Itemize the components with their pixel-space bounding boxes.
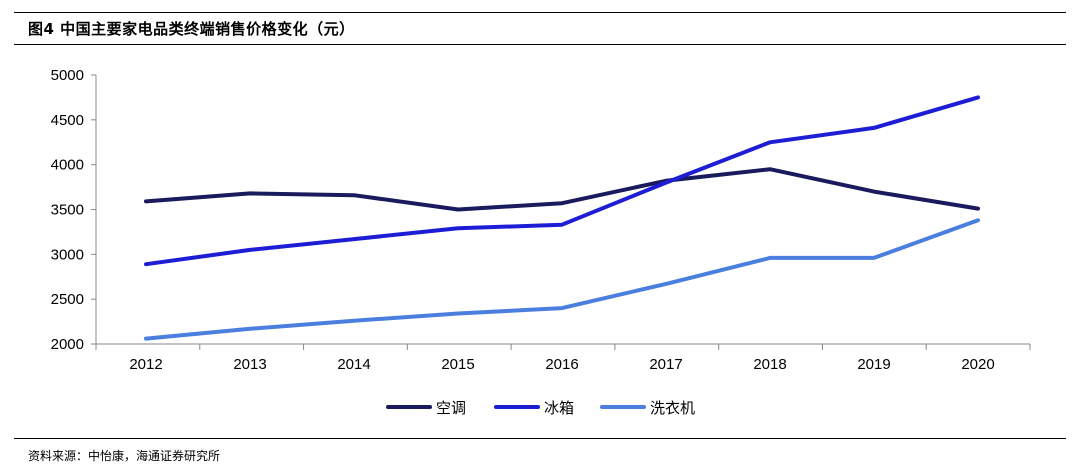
y-tick-label: 3000	[51, 246, 84, 263]
x-tick-label: 2020	[961, 356, 994, 373]
y-tick-label: 4000	[51, 157, 84, 174]
header-top-rule	[14, 12, 1066, 13]
x-tick-label: 2019	[857, 356, 890, 373]
x-tick-label: 2016	[545, 356, 578, 373]
series-line-2	[144, 95, 980, 267]
y-tick-label: 4500	[51, 112, 84, 129]
y-axis: 2000 2500 3000 3500 4000 4500 5000	[51, 67, 97, 353]
y-tick-label: 2000	[51, 336, 84, 353]
legend-label-3: 洗衣机	[650, 399, 695, 417]
header-bottom-rule	[14, 44, 1066, 45]
legend-label-2: 冰箱	[544, 399, 574, 417]
y-tick-label: 2500	[51, 291, 84, 308]
legend: 空调 冰箱 洗衣机	[386, 399, 695, 417]
series-line-3	[144, 218, 980, 341]
x-tick-label: 2015	[441, 356, 474, 373]
y-tick-label: 3500	[51, 202, 84, 219]
y-tick-label: 5000	[51, 67, 84, 84]
x-tick-label: 2013	[233, 356, 266, 373]
x-tick-label: 2017	[649, 356, 682, 373]
figure-title: 图4 中国主要家电品类终端销售价格变化（元）	[28, 20, 355, 38]
footer-rule	[14, 438, 1066, 439]
series-line-1	[144, 167, 980, 212]
plot-lines	[144, 95, 980, 341]
x-tick-label: 2014	[337, 356, 370, 373]
x-tick-label: 2018	[753, 356, 786, 373]
x-tick-label: 2012	[129, 356, 162, 373]
source-note: 资料来源：中怡康，海通证券研究所	[28, 449, 221, 463]
legend-label-1: 空调	[436, 399, 466, 417]
x-axis: 2012 2013 2014 2015 2016 2017 2018 2019 2020	[95, 343, 1031, 373]
